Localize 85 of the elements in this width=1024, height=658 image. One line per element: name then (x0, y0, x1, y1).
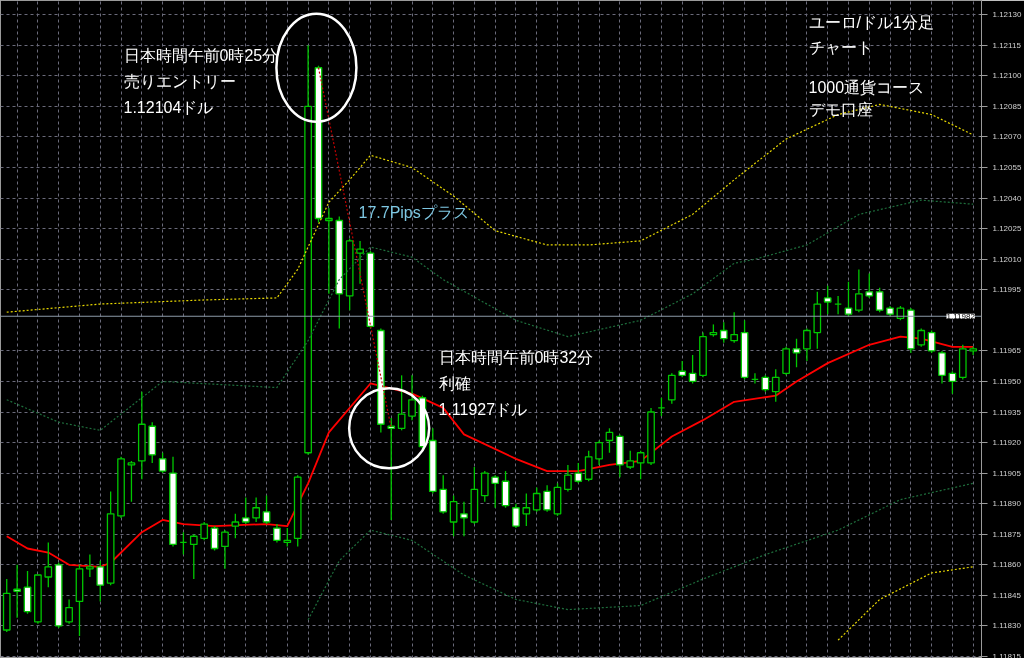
y-tick-label: 1.12070 (992, 132, 1022, 142)
y-tick-label: 1.11965 (992, 346, 1022, 356)
candlestick (771, 368, 780, 403)
candlestick (532, 486, 541, 513)
candlestick (252, 496, 261, 523)
line-series (307, 482, 974, 621)
annotation: 17.7Pipsプラス (358, 203, 469, 221)
annotation: 日本時間午前0時25分 (123, 46, 279, 64)
y-tick-label: 1.11995 (992, 285, 1022, 295)
y-tick-label: 1.12085 (992, 101, 1022, 111)
candlestick (200, 521, 209, 541)
candlestick (13, 564, 21, 619)
candlestick (875, 287, 884, 313)
candlestick (127, 460, 136, 503)
line-series (837, 566, 974, 641)
candlestick (844, 280, 853, 317)
y-tick-label: 1.12100 (992, 71, 1022, 81)
candlestick (522, 492, 531, 527)
candlestick (408, 374, 416, 421)
y-tick-label: 1.11905 (992, 468, 1022, 478)
candlestick (325, 207, 333, 295)
candlestick (283, 527, 292, 548)
y-tick-label: 1.11860 (992, 560, 1022, 570)
candlestick (636, 450, 645, 480)
candlestick (865, 272, 874, 299)
candlestick (792, 338, 801, 368)
annotation: 利確 (438, 374, 471, 392)
y-tick-label: 1.12040 (992, 193, 1022, 203)
candlestick (273, 523, 281, 544)
annotation: 売りエントリー (123, 72, 236, 90)
candlestick (241, 496, 250, 525)
candlestick (397, 374, 406, 431)
ref-line-label: 1.11982 (946, 311, 976, 321)
candlestick (262, 494, 271, 525)
candlestick (210, 525, 219, 552)
candlestick (626, 450, 635, 470)
y-tick-label: 1.11815 (992, 651, 1022, 658)
candlestick (564, 464, 572, 493)
y-tick-label: 1.12115 (992, 40, 1022, 50)
candlestick (584, 450, 593, 482)
candlestick (730, 311, 739, 344)
y-tick-label: 1.12055 (992, 163, 1022, 173)
candlestick (356, 240, 364, 285)
annotation: ユーロ/ドル1分足 (808, 13, 934, 31)
y-tick-label: 1.11935 (992, 407, 1022, 417)
annotation: チャート (808, 38, 873, 56)
candlestick (158, 452, 167, 474)
candlestick (449, 494, 458, 537)
candlestick (823, 285, 832, 315)
candlestick (543, 484, 551, 513)
y-tick-label: 1.11845 (992, 590, 1022, 600)
line-series (6, 103, 974, 313)
annotation: 1000通貨コース (808, 78, 925, 96)
candlestick (96, 560, 105, 603)
candlestick (855, 268, 863, 313)
y-tick-label: 1.11920 (992, 438, 1022, 448)
candlestick (86, 553, 94, 578)
y-tick-label: 1.11950 (992, 376, 1022, 386)
candlestick (574, 462, 583, 484)
candlestick (927, 329, 936, 354)
y-tick-label: 1.12010 (992, 254, 1022, 264)
candlestick (44, 541, 53, 588)
candlestick (719, 321, 728, 344)
candlestick (480, 470, 489, 503)
candlestick (491, 474, 500, 509)
candlestick (512, 503, 520, 529)
candlestick (460, 500, 468, 537)
candlestick (803, 327, 811, 362)
y-tick-label: 1.11890 (992, 499, 1022, 509)
annotation: デモ口座 (808, 100, 873, 118)
candlestick (439, 474, 448, 515)
candlestick (231, 513, 240, 539)
candlestick (65, 598, 73, 625)
y-tick-label: 1.11830 (992, 621, 1022, 631)
candlestick (595, 439, 603, 466)
candlestick (938, 350, 946, 385)
y-tick-label: 1.12130 (992, 10, 1022, 20)
candlestick (189, 533, 198, 580)
candlestick (221, 529, 229, 570)
line-series (6, 199, 974, 431)
annotation: 1.12104ドル (123, 98, 214, 116)
y-tick-label: 1.11875 (992, 529, 1022, 539)
y-tick-label: 1.12025 (992, 224, 1022, 234)
annotation: 日本時間午前0時32分 (438, 348, 594, 366)
candlestick (917, 327, 926, 348)
